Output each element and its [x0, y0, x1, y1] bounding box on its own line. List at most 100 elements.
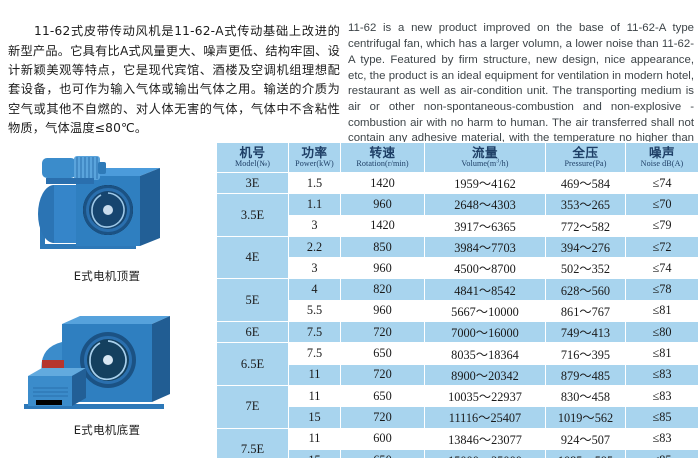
table-row: 3 1420 3917～6365 772～582 ≤79 [217, 214, 699, 237]
cell-noise: ≤79 [625, 214, 699, 237]
col-header-pressure: 全压 Pressure(Pa) [545, 142, 626, 173]
cell-rotation: 650 [340, 342, 425, 365]
col-header-model-cn: 机号 [239, 144, 266, 160]
cell-power: 11 [288, 427, 341, 450]
cell-noise: ≤81 [625, 342, 699, 365]
cell-power: 4 [288, 278, 341, 301]
centrifugal-fan-bottom-motor-icon [2, 302, 212, 420]
cell-noise: ≤74 [625, 257, 699, 280]
col-header-power-cn: 功率 [301, 144, 328, 160]
figure-caption: E式电机底置 [73, 423, 141, 437]
table-row: 11 720 8900～20342 879～485 ≤83 [217, 363, 699, 386]
cell-model: 6E [216, 321, 289, 344]
cell-noise: ≤85 [625, 448, 699, 458]
cell-volume: 2648～4303 [424, 193, 546, 216]
cell-pressure: 469～584 [545, 171, 626, 195]
cell-pressure: 502～352 [545, 257, 626, 280]
cell-pressure: 716～395 [545, 342, 626, 365]
cell-volume: 11116～25407 [424, 406, 546, 429]
table-row: 7.5E 11 600 13846～23077 924～507 ≤83 [216, 427, 699, 458]
col-header-rotation-en: Rotation(r/min) [356, 159, 409, 169]
figure-caption: E式电机顶置 [73, 269, 141, 283]
cell-power: 15 [288, 406, 341, 429]
cell-power: 1.1 [288, 193, 341, 216]
cell-volume: 4841～8542 [424, 278, 546, 301]
cell-noise: ≤83 [625, 363, 699, 386]
cell-model: 4E [216, 235, 289, 280]
cell-pressure: 924～507 [545, 427, 626, 450]
cell-rotation: 720 [340, 363, 425, 386]
cell-model: 7.5E [216, 427, 289, 458]
col-header-model: 机号 Model(№) [216, 142, 289, 173]
cell-pressure: 353～265 [545, 193, 626, 216]
cell-volume: 5667～10000 [424, 299, 546, 323]
figure-fan-top-motor: E式电机顶置 [2, 148, 212, 284]
cell-power: 11 [288, 363, 341, 386]
cell-noise: ≤80 [625, 321, 699, 344]
cell-pressure: 394～276 [545, 235, 626, 259]
cell-volume: 15000～25000 [424, 448, 546, 458]
cell-power: 1.5 [288, 171, 341, 195]
cell-rotation: 720 [340, 321, 425, 344]
cell-power: 7.5 [288, 342, 341, 365]
cell-power: 15 [288, 448, 341, 458]
col-header-volume: 流量 Volume(m3/h) [424, 142, 546, 173]
cell-volume: 13846～23077 [424, 427, 546, 450]
cell-rotation: 650 [340, 448, 425, 458]
cell-power: 3 [288, 214, 341, 237]
cell-rotation: 1420 [340, 214, 425, 237]
col-header-power: 功率 Power(kW) [288, 142, 341, 173]
col-header-volume-cn: 流量 [471, 144, 498, 160]
cell-model: 7E [216, 384, 289, 429]
cell-volume: 1959～4162 [424, 171, 546, 195]
cell-rotation: 960 [340, 299, 425, 323]
cell-noise: ≤81 [625, 299, 699, 323]
table-header-row: 机号 Model(№) 功率 Power(kW) 转速 Rotation(r/m… [216, 142, 699, 173]
cell-noise: ≤83 [625, 384, 699, 408]
cell-rotation: 720 [340, 406, 425, 429]
cell-power: 7.5 [288, 321, 341, 344]
cell-rotation: 850 [340, 235, 425, 259]
cell-model: 6.5E [216, 342, 289, 386]
table-row: 3.5E 1.1 960 2648～4303 353～265 ≤70 [216, 193, 699, 237]
cell-noise: ≤83 [625, 427, 699, 450]
cell-rotation: 650 [340, 384, 425, 408]
cell-power: 5.5 [288, 299, 341, 323]
table-row: 5.5 960 5667～10000 861～767 ≤81 [217, 299, 699, 323]
cell-pressure: 830～458 [545, 384, 626, 408]
col-header-model-en: Model(№) [234, 159, 271, 169]
cell-volume: 8035～18364 [424, 342, 546, 365]
specification-table: 机号 Model(№) 功率 Power(kW) 转速 Rotation(r/m… [216, 142, 699, 458]
cell-power: 3 [288, 257, 341, 280]
table-body: 3E 1.5 1420 1959～4162 469～584 ≤74 3.5E 1.1 960 26… [216, 171, 699, 458]
table-header: 机号 Model(№) 功率 Power(kW) 转速 Rotation(r/m… [216, 142, 699, 173]
description-english: 11-62 is a new product improved on the b… [348, 22, 694, 160]
col-header-rotation-cn: 转速 [369, 144, 396, 160]
col-header-power-en: Power(kW) [295, 159, 334, 169]
cell-volume: 3917～6365 [424, 214, 546, 237]
table-row: 1565015000～250001085～595≤85 [217, 448, 699, 458]
cell-model: 3.5E [216, 193, 289, 237]
cell-power: 2.2 [288, 235, 341, 259]
table-row: 6.5E 7.5 650 8035～18364 716～395 ≤81 [216, 342, 699, 386]
cell-model: 3E [216, 171, 289, 195]
col-header-pressure-cn: 全压 [572, 144, 599, 160]
cell-volume: 8900～20342 [424, 363, 546, 386]
cell-volume: 4500～8700 [424, 257, 546, 280]
cell-noise: ≤72 [625, 235, 699, 259]
col-header-noise-cn: 噪声 [648, 144, 675, 160]
table-row: 3 960 4500～8700 502～352 ≤74 [217, 257, 699, 280]
cell-pressure: 1085～595 [545, 448, 626, 458]
table-row: 7E 11 650 10035～22937 830～458 ≤83 [216, 384, 699, 429]
cell-rotation: 1420 [340, 171, 425, 195]
cell-volume: 3984～7703 [424, 235, 546, 259]
table-row: 6E 7.5 720 7000～16000 749～413 ≤80 [216, 321, 699, 344]
cell-volume: 10035～22937 [424, 384, 546, 408]
cell-pressure: 1019～562 [545, 406, 626, 429]
cell-volume: 7000～16000 [424, 321, 546, 344]
cell-model: 5E [216, 278, 289, 323]
cell-noise: ≤78 [625, 278, 699, 301]
description-chinese: 11-62式皮带传动风机是11-62-A式传动基础上改进的新型产品。它具有比A式… [8, 24, 340, 136]
cell-pressure: 749～413 [545, 321, 626, 344]
